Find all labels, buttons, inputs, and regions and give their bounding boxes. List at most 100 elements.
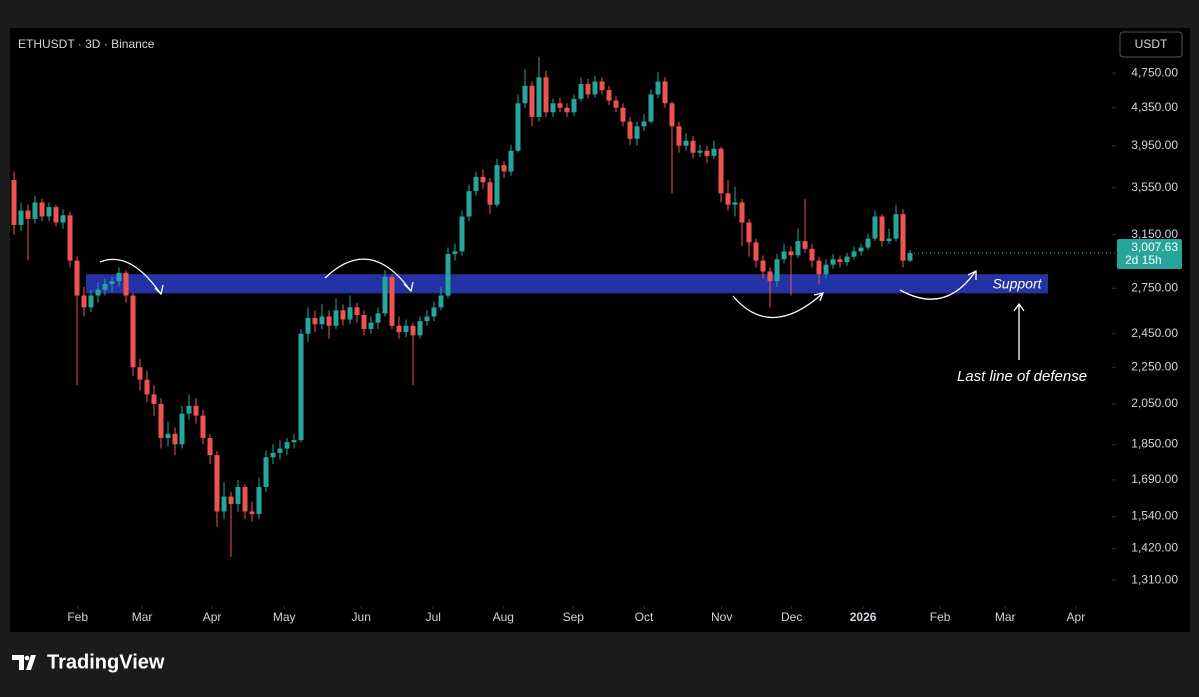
candle-body — [88, 295, 94, 308]
candle-body — [375, 313, 381, 323]
candle-body — [879, 216, 885, 242]
arrow-head — [813, 292, 825, 302]
candle-body — [102, 284, 108, 290]
y-tick-label: 3,950.00 — [1131, 138, 1178, 152]
y-tick-label: 3,150.00 — [1131, 227, 1178, 241]
candle-body — [578, 84, 584, 99]
support-zone — [86, 274, 1048, 294]
candle-body — [893, 214, 899, 239]
candle-body — [326, 316, 332, 326]
arrow — [732, 293, 823, 319]
candle-body — [137, 367, 143, 380]
candle-body — [648, 94, 654, 122]
y-tick-label: 1,420.00 — [1131, 541, 1178, 555]
candle-body — [60, 215, 66, 223]
candle-body — [431, 307, 437, 317]
countdown: 2d 15h — [1125, 253, 1162, 267]
candle-body — [207, 437, 213, 456]
candle-body — [445, 254, 451, 296]
x-tick-label: Aug — [493, 610, 514, 624]
candle-body — [865, 238, 871, 248]
candle-body — [522, 85, 528, 104]
candle-body — [312, 317, 318, 325]
candle-body — [536, 77, 542, 117]
y-tick-label: 2,250.00 — [1131, 359, 1178, 373]
candle-body — [585, 84, 591, 95]
chart-panel — [10, 28, 1190, 632]
brand: TradingView — [47, 651, 165, 673]
candle-body — [235, 486, 241, 504]
candle-body — [592, 81, 598, 95]
candle-body — [529, 85, 535, 117]
candle-body — [214, 455, 220, 512]
candle-body — [32, 202, 38, 219]
candle-body — [74, 260, 80, 296]
y-tick-label: 1,540.00 — [1131, 509, 1178, 523]
candle-body — [557, 103, 563, 108]
currency-box[interactable] — [1119, 31, 1183, 58]
arrow-head — [403, 281, 414, 293]
candle-body — [634, 126, 640, 139]
candle-body — [837, 259, 843, 262]
candle-body — [263, 457, 269, 487]
candle-body — [746, 222, 752, 243]
x-tick-label: 2026 — [850, 610, 877, 624]
arrow-head — [154, 284, 164, 296]
candle-body — [242, 486, 248, 512]
candle-body — [690, 140, 696, 153]
candle-body — [683, 140, 689, 146]
candle-body — [81, 295, 87, 308]
candle-body — [641, 121, 647, 127]
candle-body — [200, 415, 206, 438]
candle-body — [802, 241, 808, 249]
candle-body — [900, 214, 906, 261]
y-tick-label: 4,750.00 — [1131, 65, 1178, 79]
logo-icon — [12, 655, 36, 670]
candle-body — [543, 77, 549, 113]
brand-logo — [12, 655, 36, 670]
candle-body — [564, 107, 570, 113]
candle-body — [718, 148, 724, 194]
candle-body — [46, 207, 52, 217]
candle-body — [760, 260, 766, 272]
candle-body — [438, 295, 444, 308]
candle-body — [39, 202, 45, 217]
candle-body — [459, 216, 465, 252]
candle-body — [144, 379, 150, 395]
x-tick-label: Oct — [635, 610, 654, 624]
candle-body — [277, 448, 283, 453]
candle-body — [270, 452, 276, 458]
candle-body — [417, 321, 423, 336]
candle-body — [851, 251, 857, 257]
candle-body — [830, 259, 836, 265]
candle-body — [95, 289, 101, 296]
candle-body — [186, 405, 192, 414]
candle-body — [403, 325, 409, 333]
x-tick-label: Feb — [67, 610, 88, 624]
candle-body — [732, 202, 738, 205]
candle-body — [662, 81, 668, 104]
x-tick-label: May — [273, 610, 296, 624]
x-tick-label: Jul — [426, 610, 441, 624]
candle-body — [816, 260, 822, 275]
candle-body — [907, 253, 913, 261]
candle-body — [123, 272, 129, 296]
arrow-head — [967, 269, 977, 280]
arrow — [324, 258, 411, 291]
candle-body — [606, 90, 612, 101]
x-tick-label: Nov — [711, 610, 732, 624]
arrow — [99, 258, 161, 294]
candle-body — [676, 126, 682, 146]
candle-body — [669, 103, 675, 127]
candle-body — [697, 150, 703, 153]
candle-body — [494, 165, 500, 205]
candle-body — [599, 81, 605, 91]
y-tick-label: 1,310.00 — [1131, 572, 1178, 586]
candle-body — [508, 150, 514, 172]
candle-body — [67, 215, 73, 261]
candle-body — [501, 165, 507, 172]
y-tick-label: 3,550.00 — [1131, 180, 1178, 194]
candle-body — [396, 325, 402, 333]
currency[interactable]: USDT — [1135, 37, 1168, 51]
